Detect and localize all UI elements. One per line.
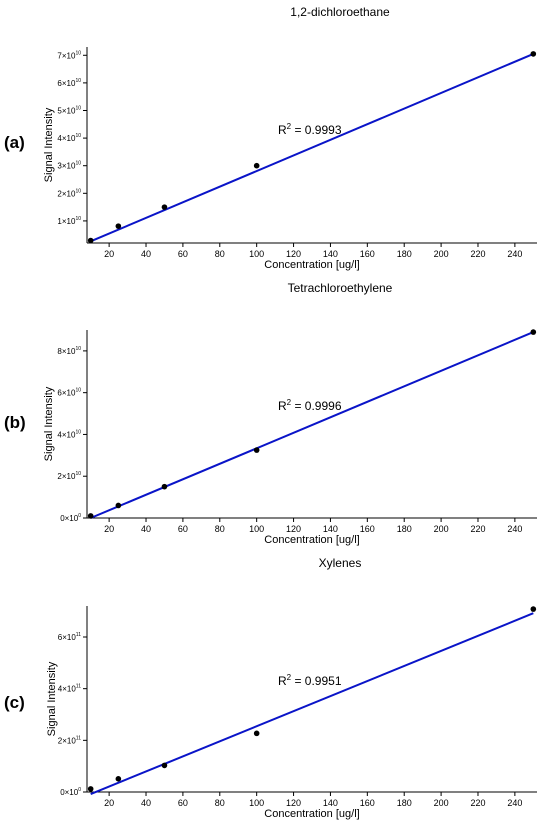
x-tick-label: 40 (141, 524, 151, 534)
y-tick-label: 0×100 (60, 513, 81, 523)
y-tick-label: 6×1011 (58, 632, 81, 642)
y-tick-label: 4×1010 (57, 133, 81, 143)
x-tick-label: 100 (249, 798, 264, 808)
x-tick-label: 140 (323, 249, 338, 259)
x-tick-label: 220 (470, 524, 485, 534)
y-tick-label: 2×1010 (57, 188, 81, 198)
x-tick-label: 240 (507, 798, 522, 808)
panel-label-c: (c) (4, 693, 25, 712)
x-tick-label: 40 (141, 249, 151, 259)
y-tick-label: 5×1010 (57, 105, 81, 115)
data-point (530, 606, 537, 612)
x-tick-label: 140 (323, 798, 338, 808)
data-point (87, 786, 94, 792)
data-point (161, 204, 168, 210)
y-tick-label: 8×1010 (57, 346, 81, 356)
data-point (115, 776, 122, 782)
x-tick-label: 20 (104, 524, 114, 534)
x-tick-label: 220 (470, 798, 485, 808)
data-point (115, 223, 122, 229)
x-tick-label: 120 (286, 249, 301, 259)
y-axis-label: Signal Intensity (46, 661, 58, 736)
chart-title-b: Tetrachloroethylene (287, 281, 393, 295)
x-axis-label: Concentration [ug/l] (264, 534, 359, 546)
y-tick-label: 4×1010 (57, 429, 81, 439)
x-tick-label: 160 (360, 798, 375, 808)
data-point (253, 730, 260, 737)
y-tick-label: 2×1010 (57, 471, 81, 481)
data-point (530, 329, 537, 335)
x-tick-label: 20 (104, 249, 114, 259)
x-tick-label: 60 (178, 524, 188, 534)
x-tick-label: 60 (178, 798, 188, 808)
x-tick-label: 200 (434, 249, 449, 259)
x-tick-label: 80 (215, 524, 225, 534)
r-squared-annotation: R2 = 0.9996 (278, 398, 342, 413)
chart-panel-1: 20 40 60 80 100 120 140 160 180 200 220 240 0×100 2×1… (43, 329, 537, 546)
x-tick-label: 180 (397, 524, 412, 534)
fit-line (90, 331, 534, 519)
data-point (115, 502, 122, 509)
x-tick-label: 100 (249, 249, 264, 259)
data-point (87, 237, 94, 244)
r-squared-annotation: R2 = 0.9951 (278, 673, 342, 688)
y-tick-label: 6×1010 (57, 78, 81, 88)
y-axis-label: Signal Intensity (43, 107, 55, 182)
y-tick-label: 2×1011 (58, 735, 81, 745)
data-point (253, 447, 260, 453)
x-tick-label: 180 (397, 249, 412, 259)
y-tick-label: 1×1010 (57, 216, 81, 226)
x-tick-label: 120 (286, 798, 301, 808)
x-tick-label: 240 (507, 249, 522, 259)
fit-line (90, 612, 534, 795)
x-tick-label: 160 (360, 524, 375, 534)
x-tick-label: 140 (323, 524, 338, 534)
data-point (253, 162, 260, 169)
x-tick-label: 180 (397, 798, 412, 808)
chart-title-a: 1,2-dichloroethane (290, 5, 390, 19)
x-tick-label: 200 (434, 798, 449, 808)
x-tick-label: 20 (104, 798, 114, 808)
x-tick-label: 80 (215, 249, 225, 259)
data-point (87, 513, 94, 519)
x-tick-label: 60 (178, 249, 188, 259)
x-tick-label: 100 (249, 524, 264, 534)
y-tick-label: 3×1010 (57, 161, 81, 171)
x-tick-label: 120 (286, 524, 301, 534)
x-axis-label: Concentration [ug/l] (264, 259, 359, 271)
y-axis-label: Signal Intensity (43, 386, 55, 461)
chart-panel-0: 20 40 60 80 100 120 140 160 180 200 220 240 1×1010 2×… (43, 47, 537, 271)
x-tick-label: 220 (470, 249, 485, 259)
fit-line (90, 52, 534, 243)
panel-label-a: (a) (4, 133, 25, 152)
data-point (161, 483, 168, 490)
chart-title-c: Xylenes (318, 556, 362, 570)
y-tick-label: 6×1010 (57, 388, 81, 398)
x-tick-label: 200 (434, 524, 449, 534)
x-tick-label: 80 (215, 798, 225, 808)
x-tick-label: 160 (360, 249, 375, 259)
r-squared-annotation: R2 = 0.9993 (278, 122, 342, 137)
panel-label-b: (b) (4, 413, 26, 432)
y-tick-label: 4×1011 (58, 684, 81, 694)
x-tick-label: 40 (141, 798, 151, 808)
x-axis-label: Concentration [ug/l] (264, 808, 359, 820)
data-point (530, 51, 537, 57)
data-point (161, 762, 168, 769)
x-tick-label: 240 (507, 524, 522, 534)
chart-panel-2: 20 40 60 80 100 120 140 160 180 200 220 240 0×100 2×1… (46, 606, 537, 820)
y-tick-label: 0×100 (60, 787, 81, 797)
y-tick-label: 7×1010 (57, 50, 81, 60)
